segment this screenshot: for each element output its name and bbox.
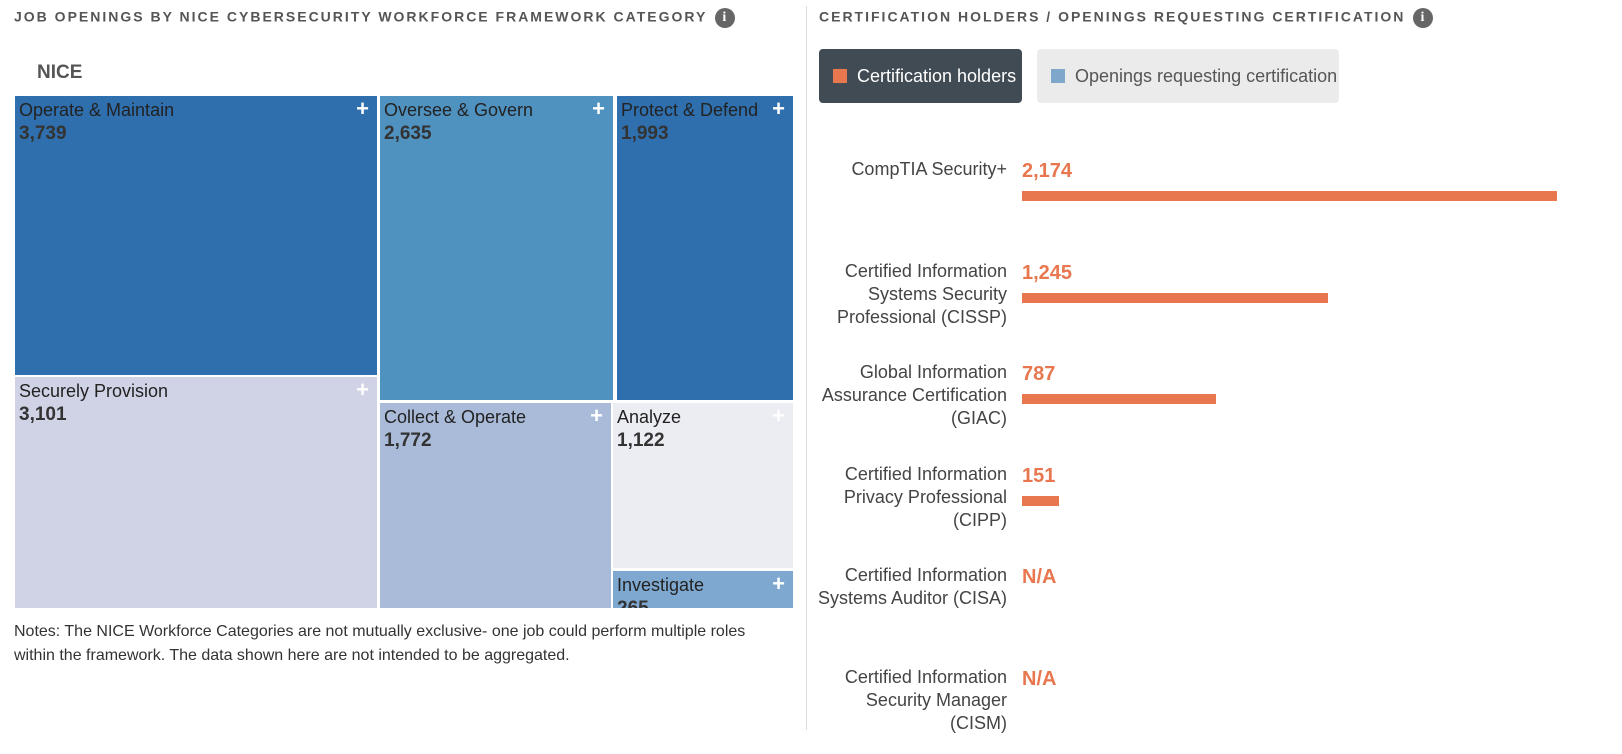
tile-label: Securely Provision xyxy=(19,381,169,401)
treemap-tile[interactable]: Analyze 1,122 + xyxy=(613,403,793,568)
legend-label: Openings requesting certification xyxy=(1075,66,1338,86)
tile-label: Protect & Defend xyxy=(621,100,759,120)
treemap-title: JOB OPENINGS BY NICE CYBERSECURITY WORKF… xyxy=(14,8,708,25)
treemap-root[interactable]: NICE xyxy=(37,62,83,83)
bar xyxy=(1022,495,1060,506)
value-label: 2,174 xyxy=(1022,160,1073,182)
treemap-tile[interactable]: Operate & Maintain 3,739 + xyxy=(15,96,377,375)
legend-button[interactable]: Certification holders xyxy=(819,49,1022,103)
value-label: 1,245 xyxy=(1022,261,1073,284)
tile-label: Collect & Operate xyxy=(384,407,527,427)
expand-icon[interactable]: + xyxy=(356,377,369,402)
legend-label: Certification holders xyxy=(857,66,1017,86)
legend-swatch xyxy=(1051,69,1065,83)
legend-button[interactable]: Openings requesting certification xyxy=(1037,49,1339,103)
value-label: 151 xyxy=(1022,464,1056,487)
info-icon[interactable]: i xyxy=(1413,8,1434,28)
tile-value: 1,993 xyxy=(621,123,669,144)
tile-label: Operate & Maintain xyxy=(19,100,175,120)
tile-label: Oversee & Govern xyxy=(384,100,534,120)
tile-label: Analyze xyxy=(617,407,682,427)
treemap-tile[interactable]: Investigate 265 + xyxy=(613,571,793,608)
expand-icon[interactable]: + xyxy=(356,96,369,121)
treemap-header: JOB OPENINGS BY NICE CYBERSECURITY WORKF… xyxy=(14,8,736,28)
tile-value: 265 xyxy=(617,598,649,608)
category-label: Global Information Assurance Certificati… xyxy=(821,362,1007,428)
tile-value: 3,101 xyxy=(19,404,67,425)
tile-label: Investigate xyxy=(617,575,705,595)
tile-value: 3,739 xyxy=(19,123,67,144)
legend-swatch xyxy=(833,69,847,83)
treemap-tile[interactable]: Oversee & Govern 2,635 + xyxy=(380,96,613,400)
tile-value: 1,122 xyxy=(617,430,665,451)
category-label: Certified Information Privacy Profession… xyxy=(843,463,1007,530)
bar-header: CERTIFICATION HOLDERS / OPENINGS REQUEST… xyxy=(819,8,1434,28)
expand-icon[interactable]: + xyxy=(772,403,785,428)
value-label: N/A xyxy=(1022,566,1057,588)
tile-value: 1,772 xyxy=(384,430,432,451)
expand-icon[interactable]: + xyxy=(772,571,785,596)
expand-icon[interactable]: + xyxy=(772,96,785,121)
category-label: Certified Information Security Manager (… xyxy=(844,666,1007,733)
value-label: N/A xyxy=(1022,667,1057,690)
bar-title: CERTIFICATION HOLDERS / OPENINGS REQUEST… xyxy=(819,8,1406,25)
category-label: Certified Information Systems Auditor (C… xyxy=(817,565,1007,608)
bar xyxy=(1022,191,1557,201)
divider xyxy=(806,6,807,730)
notes: Notes: The NICE Workforce Categories are… xyxy=(14,623,746,664)
treemap-tile[interactable]: Protect & Defend 1,993 + xyxy=(617,96,793,400)
treemap-tile[interactable]: Collect & Operate 1,772 + xyxy=(380,403,611,608)
tile-value: 2,635 xyxy=(384,123,432,144)
category-label: CompTIA Security+ xyxy=(851,159,1007,179)
expand-icon[interactable]: + xyxy=(592,96,605,121)
treemap-tile[interactable]: Securely Provision 3,101 + xyxy=(15,377,377,608)
bar xyxy=(1022,394,1216,404)
value-label: 787 xyxy=(1022,363,1056,385)
info-icon[interactable]: i xyxy=(715,8,736,28)
category-label: Certified Information Systems Security P… xyxy=(836,260,1007,327)
bar xyxy=(1022,292,1329,303)
expand-icon[interactable]: + xyxy=(590,403,603,428)
